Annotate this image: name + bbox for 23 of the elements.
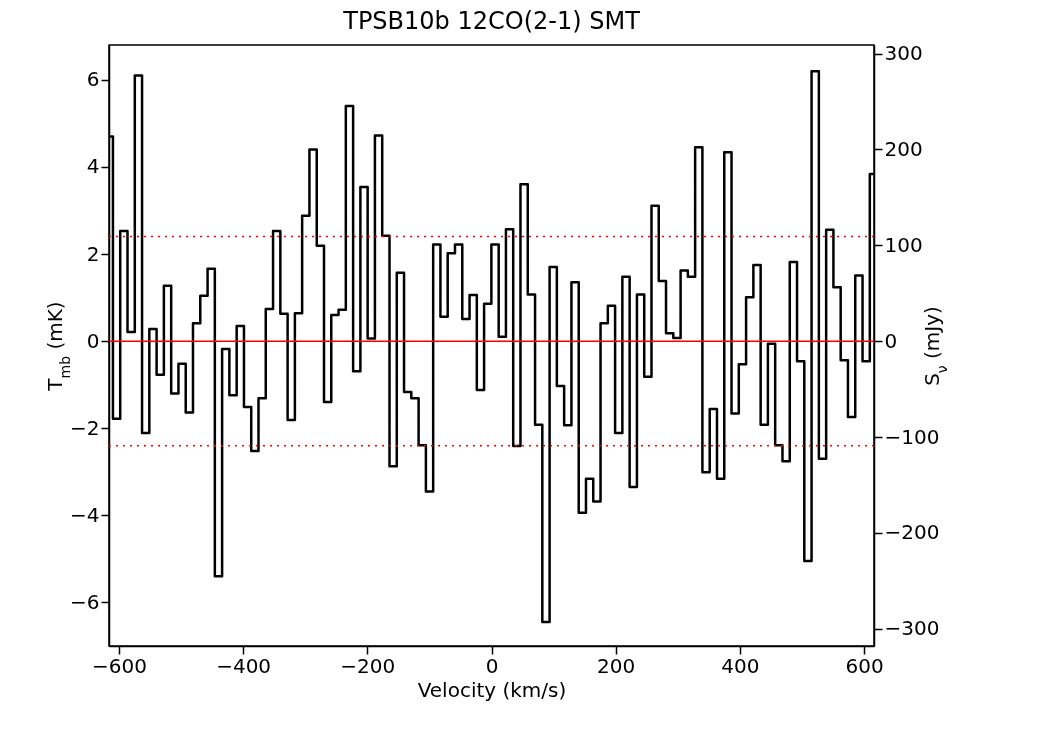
y2-tick-label: 300 <box>884 41 923 66</box>
y-tick-label: −6 <box>70 589 100 614</box>
y2-tick-label: 200 <box>884 136 923 161</box>
y2-tick-label: −300 <box>884 616 940 641</box>
y-tick-label: 4 <box>86 154 100 179</box>
x-tick-label: 400 <box>721 653 760 678</box>
y-tick-label: −2 <box>70 415 100 440</box>
chart-title: TPSB10b 12CO(2-1) SMT <box>342 6 641 35</box>
y2-tick-label: 100 <box>884 232 923 257</box>
y-tick-label: 0 <box>86 328 100 353</box>
x-tick-label: 0 <box>485 653 499 678</box>
x-tick-label: −400 <box>216 653 272 678</box>
y-tick-label: −4 <box>70 502 100 527</box>
y-tick-label: 6 <box>86 67 100 92</box>
y-tick-label: 2 <box>86 241 100 266</box>
y2-tick-label: −100 <box>884 424 940 449</box>
x-axis-title: Velocity (km/s) <box>417 677 567 702</box>
x-tick-label: −200 <box>340 653 396 678</box>
x-tick-label: −600 <box>91 653 147 678</box>
x-tick-label: 600 <box>845 653 884 678</box>
y2-tick-label: −200 <box>884 520 940 545</box>
x-tick-label: 200 <box>597 653 636 678</box>
y2-tick-label: 0 <box>884 328 898 353</box>
